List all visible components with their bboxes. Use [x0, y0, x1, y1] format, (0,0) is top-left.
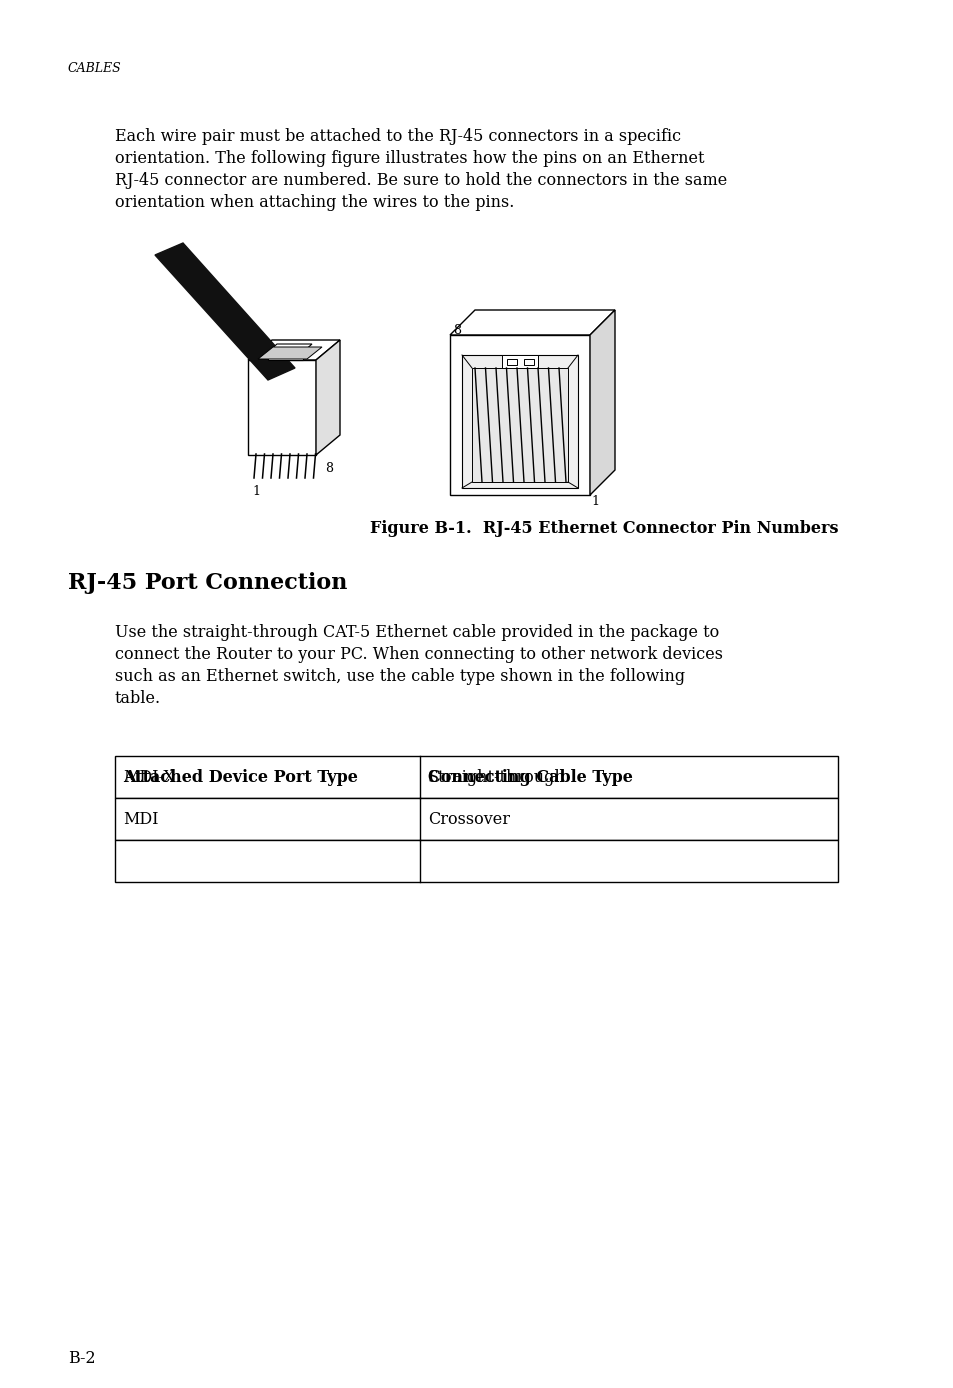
- Bar: [523, 359, 534, 365]
- Polygon shape: [248, 340, 339, 359]
- Bar: [115, 756, 837, 798]
- Text: Attached Device Port Type: Attached Device Port Type: [123, 769, 357, 786]
- Text: Straight-through: Straight-through: [428, 769, 565, 786]
- Polygon shape: [315, 340, 339, 455]
- Bar: [472, 368, 567, 482]
- Text: Figure B-1.  RJ-45 Ethernet Connector Pin Numbers: Figure B-1. RJ-45 Ethernet Connector Pin…: [370, 520, 838, 537]
- Text: CABLES: CABLES: [68, 62, 122, 75]
- Text: 8: 8: [325, 462, 333, 475]
- Text: 1: 1: [252, 484, 260, 498]
- Text: Use the straight-through CAT-5 Ethernet cable provided in the package to: Use the straight-through CAT-5 Ethernet …: [115, 625, 719, 641]
- Text: Crossover: Crossover: [428, 811, 510, 827]
- Polygon shape: [268, 353, 303, 359]
- Polygon shape: [589, 310, 615, 496]
- Text: 1: 1: [590, 496, 598, 508]
- Bar: [115, 840, 837, 881]
- Text: connect the Router to your PC. When connecting to other network devices: connect the Router to your PC. When conn…: [115, 645, 722, 663]
- Text: such as an Ethernet switch, use the cable type shown in the following: such as an Ethernet switch, use the cabl…: [115, 668, 684, 686]
- Polygon shape: [257, 347, 322, 359]
- Text: RJ-45 connector are numbered. Be sure to hold the connectors in the same: RJ-45 connector are numbered. Be sure to…: [115, 172, 726, 189]
- Text: 8: 8: [453, 323, 460, 337]
- Text: Each wire pair must be attached to the RJ-45 connectors in a specific: Each wire pair must be attached to the R…: [115, 128, 680, 144]
- Text: orientation. The following figure illustrates how the pins on an Ethernet: orientation. The following figure illust…: [115, 150, 703, 167]
- Text: RJ-45 Port Connection: RJ-45 Port Connection: [68, 572, 347, 594]
- Polygon shape: [450, 335, 589, 496]
- Text: table.: table.: [115, 690, 161, 706]
- Polygon shape: [268, 344, 312, 353]
- Bar: [115, 798, 837, 840]
- Text: MDI-X: MDI-X: [123, 769, 174, 786]
- Polygon shape: [248, 359, 315, 455]
- Bar: [501, 355, 537, 368]
- Text: Connecting Cable Type: Connecting Cable Type: [428, 769, 632, 786]
- Bar: [506, 359, 517, 365]
- Bar: [461, 355, 578, 489]
- Text: MDI: MDI: [123, 811, 158, 827]
- Polygon shape: [154, 243, 294, 380]
- Text: B-2: B-2: [68, 1351, 95, 1367]
- Polygon shape: [450, 310, 615, 335]
- Text: orientation when attaching the wires to the pins.: orientation when attaching the wires to …: [115, 194, 514, 211]
